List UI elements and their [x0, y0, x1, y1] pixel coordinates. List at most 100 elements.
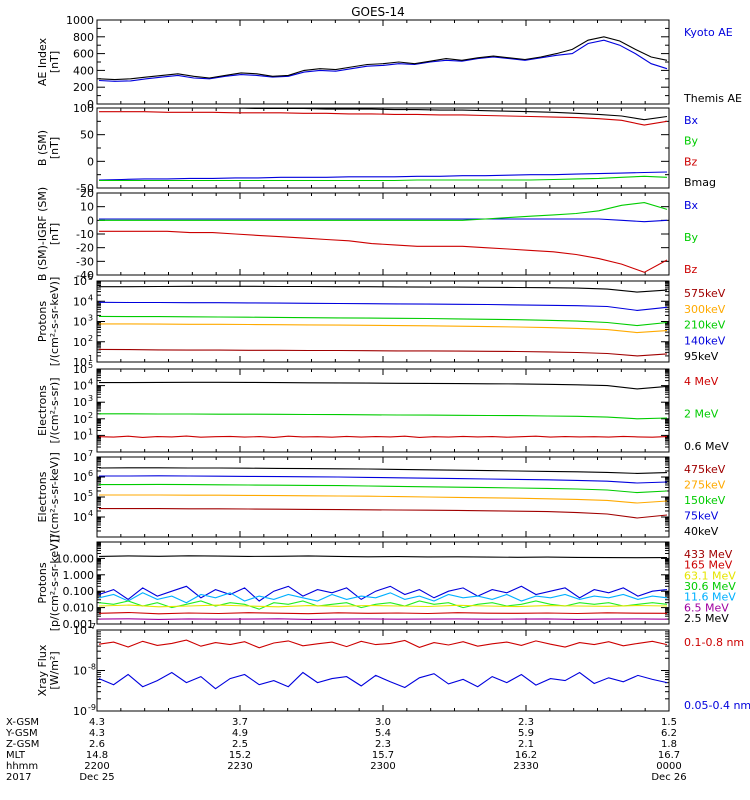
legend-label: 6.5 MeV: [684, 601, 729, 614]
ephemeris-value: 4.3: [89, 728, 105, 739]
y-tick-exponent: 1: [88, 427, 93, 436]
series-line-575kev: [99, 285, 668, 293]
legend-label: 2 MeV: [684, 408, 719, 421]
y-tick-label: -10: [76, 228, 94, 241]
y-tick-label: 10: [73, 471, 87, 484]
y-tick-label: 0.001: [63, 618, 95, 631]
legend-label: 95keV: [684, 350, 719, 363]
legend-label: 475keV: [684, 463, 726, 476]
legend-label: 575keV: [684, 287, 726, 300]
y-axis-label: Xray Flux: [36, 644, 49, 696]
series-line-bx: [99, 218, 668, 223]
y-tick-label: 400: [73, 64, 94, 77]
y-tick-exponent: 5: [88, 361, 93, 370]
legend-label: 0.1-0.8 nm: [684, 636, 744, 649]
ephemeris-row-label: MLT: [6, 750, 26, 761]
series-line-bx: [98, 171, 668, 181]
ephemeris-value: 2.3: [518, 717, 534, 728]
ephemeris-value: 1.5: [661, 717, 677, 728]
ephemeris-value: 4.9: [232, 728, 248, 739]
panel-frame: [96, 192, 670, 276]
panel-frame: [96, 629, 670, 712]
series-line-30-6-mev: [98, 600, 668, 610]
series-line-2-5-mev: [98, 618, 668, 620]
legend-label: Bx: [684, 114, 699, 127]
series-line-95kev: [98, 348, 668, 357]
legend-label: 4 MeV: [684, 375, 719, 388]
series-line-4-mev: [98, 435, 668, 438]
y-tick-label: -50: [76, 182, 94, 195]
ephemeris-row-label: hhmm: [6, 761, 38, 772]
y-tick-label: 10: [73, 511, 87, 524]
series-line-75kev: [99, 494, 668, 504]
y-tick-label: 800: [73, 31, 94, 44]
y-tick-exponent: 4: [88, 378, 93, 387]
y-axis-label: B (SM): [36, 130, 49, 166]
y-tick-exponent: 5: [88, 489, 93, 498]
legend-label: 2.5 MeV: [684, 612, 729, 625]
y-tick-exponent: 4: [88, 293, 93, 302]
series-line-by: [99, 202, 668, 221]
legend-label: Bmag: [684, 176, 716, 189]
ephemeris-table: X-GSM 4.3 3.7 3.0 2.3 1.5 Y-GSM 4.3 4.9 5.4 5.9 6.2…: [5, 717, 687, 783]
ephemeris-value: 2.1: [518, 739, 534, 750]
y-tick-label: 1.000: [63, 569, 95, 582]
panel-frame: [96, 107, 670, 189]
ephemeris-value: 2230: [227, 761, 252, 772]
series-line-210kev: [98, 315, 668, 327]
ephemeris-row-label: 2017: [6, 772, 31, 783]
y-axis-label: [p/(cm²-s-sr-keV)]: [48, 535, 61, 632]
y-tick-exponent: 3: [88, 314, 93, 323]
ephemeris-value: 15.2: [229, 750, 251, 761]
y-axis-label: [W/m²]: [48, 651, 61, 689]
legend-label: Bz: [684, 155, 698, 168]
y-tick-label: 10: [80, 201, 94, 214]
panel-frame: [96, 541, 670, 625]
series-line-300kev: [98, 301, 668, 311]
panel-protons2: 0.001 0.010 0.100 1.000 10.000 Protons [p/(cm²…: [36, 535, 736, 632]
ephemeris-value: 5.4: [375, 728, 391, 739]
y-axis-label: B (SM)-IGRF (SM): [36, 187, 49, 281]
legend-label: Bz: [684, 263, 698, 276]
y-axis-label: [nT]: [48, 137, 61, 159]
legend-label: 433 MeV: [684, 548, 733, 561]
legend-label: 140keV: [684, 334, 726, 347]
ephemeris-value: 4.3: [89, 717, 105, 728]
y-tick-exponent: -7: [88, 622, 96, 631]
y-tick-exponent: 7: [88, 449, 93, 458]
series-line-bz: [99, 230, 668, 273]
y-axis-label: Protons: [36, 562, 49, 603]
y-tick-label: 10: [73, 275, 87, 288]
y-tick-label: 10: [73, 295, 87, 308]
y-tick-label: 10: [73, 665, 87, 678]
panel-frame: [96, 19, 670, 105]
ephemeris-value: 2.5: [232, 739, 248, 750]
y-tick-label: 0: [87, 155, 94, 168]
y-tick-label: 0.100: [63, 585, 95, 598]
legend-label: 300keV: [684, 303, 726, 316]
y-axis-label: [nT]: [48, 51, 61, 73]
legend-label: 210keV: [684, 319, 726, 332]
y-tick-label: 10: [73, 413, 87, 426]
y-tick-exponent: 4: [88, 509, 93, 518]
legend-label: 63.1 MeV: [684, 569, 736, 582]
y-axis-label: Protons: [36, 301, 49, 342]
series-line-275kev: [99, 475, 668, 484]
series-line-2-mev: [99, 413, 668, 420]
ephemeris-value: 2200: [84, 761, 109, 772]
series-line-kyoto-ae: [98, 39, 668, 82]
y-tick-label: 10: [73, 396, 87, 409]
ephemeris-value: 3.7: [232, 717, 248, 728]
y-tick-label: 10.000: [56, 552, 95, 565]
y-tick-label: 200: [73, 81, 94, 94]
y-tick-exponent: 1: [88, 354, 93, 363]
y-tick-label: 50: [80, 129, 94, 142]
y-axis-label: [nT]: [48, 223, 61, 245]
y-tick-label: 0.010: [63, 602, 95, 615]
legend-label: 0.6 MeV: [684, 440, 729, 453]
y-tick-label: 0: [87, 98, 94, 111]
series-line-bmag: [99, 107, 668, 121]
